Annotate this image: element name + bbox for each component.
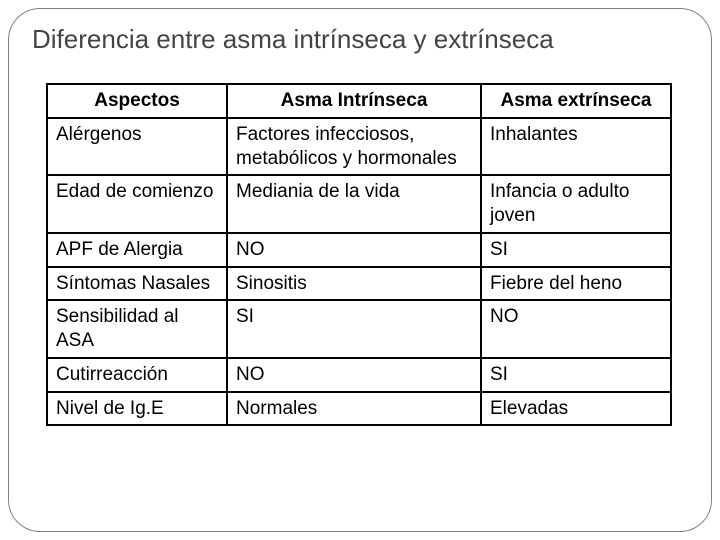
table-row: Sensibilidad al ASA SI NO bbox=[47, 300, 671, 358]
table-cell: NO bbox=[227, 358, 481, 392]
table-cell: Alérgenos bbox=[47, 118, 227, 176]
table-header-cell: Aspectos bbox=[47, 84, 227, 118]
table-row: Síntomas Nasales Sinositis Fiebre del he… bbox=[47, 267, 671, 301]
table-cell: APF de Alergia bbox=[47, 233, 227, 267]
table-cell: SI bbox=[481, 233, 671, 267]
table-cell: Infancia o adulto joven bbox=[481, 175, 671, 233]
table-cell: Fiebre del heno bbox=[481, 267, 671, 301]
table-row: Nivel de Ig.E Normales Elevadas bbox=[47, 392, 671, 426]
table-cell: Sinositis bbox=[227, 267, 481, 301]
table-cell: SI bbox=[227, 300, 481, 358]
table-cell: Factores infecciosos, metabólicos y horm… bbox=[227, 118, 481, 176]
table-cell: SI bbox=[481, 358, 671, 392]
table-row: Edad de comienzo Mediania de la vida Inf… bbox=[47, 175, 671, 233]
table-cell: Cutirreacción bbox=[47, 358, 227, 392]
table-row: APF de Alergia NO SI bbox=[47, 233, 671, 267]
table-header-cell: Asma extrínseca bbox=[481, 84, 671, 118]
table-header-cell: Asma Intrínseca bbox=[227, 84, 481, 118]
table-cell: NO bbox=[481, 300, 671, 358]
table-cell: Mediania de la vida bbox=[227, 175, 481, 233]
table-cell: Síntomas Nasales bbox=[47, 267, 227, 301]
table-cell: Normales bbox=[227, 392, 481, 426]
slide-title: Diferencia entre asma intrínseca y extrí… bbox=[32, 24, 692, 55]
table-cell: Edad de comienzo bbox=[47, 175, 227, 233]
table-cell: Nivel de Ig.E bbox=[47, 392, 227, 426]
table-cell: Sensibilidad al ASA bbox=[47, 300, 227, 358]
table-cell: Inhalantes bbox=[481, 118, 671, 176]
slide: Diferencia entre asma intrínseca y extrí… bbox=[0, 0, 720, 540]
table-header-row: Aspectos Asma Intrínseca Asma extrínseca bbox=[47, 84, 671, 118]
table-cell: NO bbox=[227, 233, 481, 267]
table-row: Cutirreacción NO SI bbox=[47, 358, 671, 392]
table-cell: Elevadas bbox=[481, 392, 671, 426]
comparison-table: Aspectos Asma Intrínseca Asma extrínseca… bbox=[46, 83, 672, 426]
table-row: Alérgenos Factores infecciosos, metabóli… bbox=[47, 118, 671, 176]
